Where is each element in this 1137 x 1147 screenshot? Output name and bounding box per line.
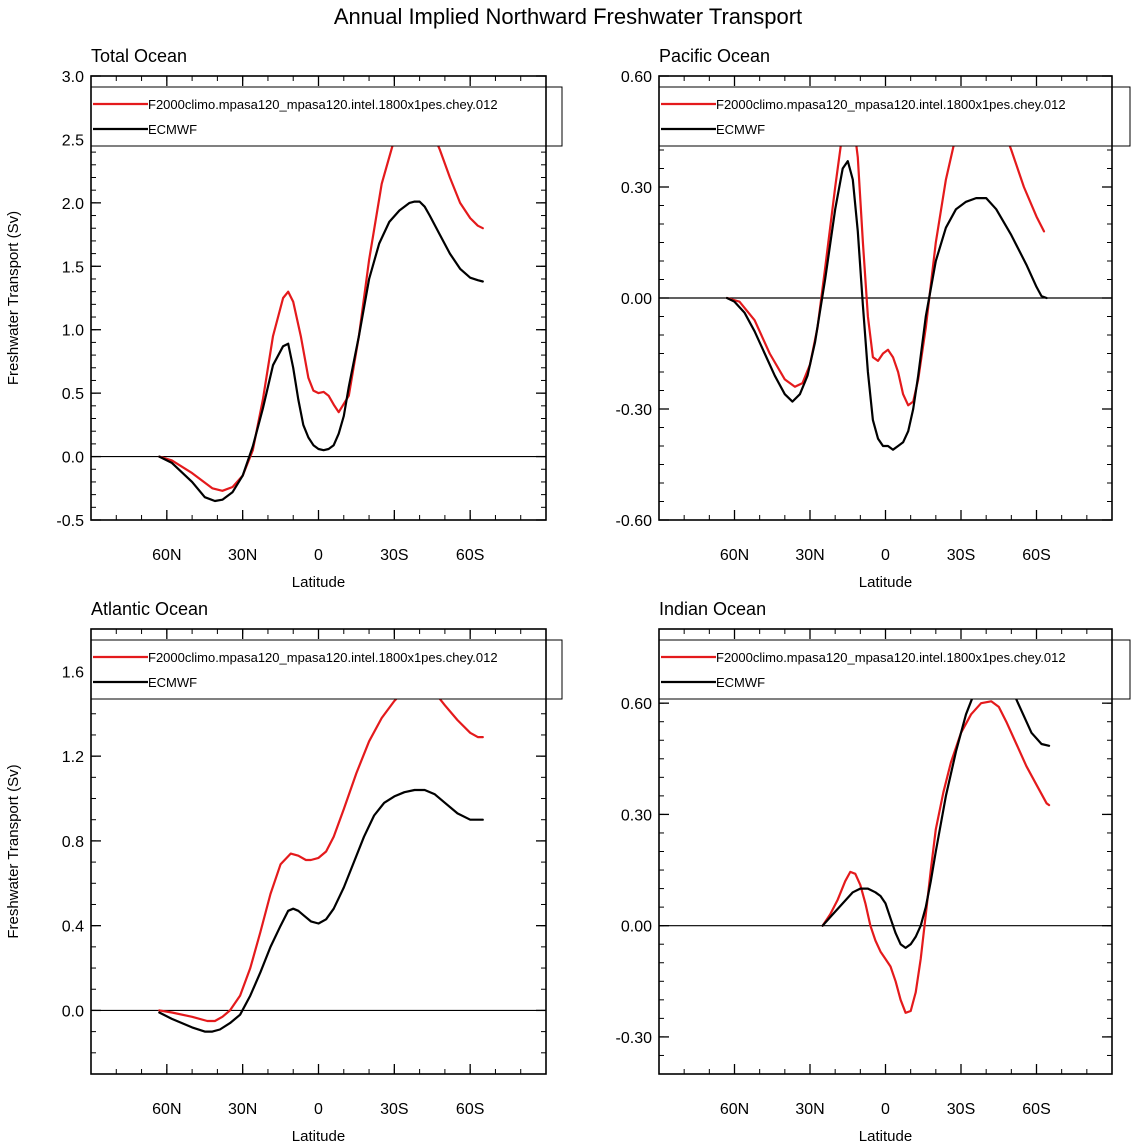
chart-panel-4: Indian Ocean -0.30 0.00 0.30 0.60 60N 30N 0 30S 6… [616,599,1131,1145]
series-line-model [158,680,484,1023]
plot-frame [658,628,1113,1075]
x-axis-label: Latitude [292,574,345,591]
panel-title: Pacific Ocean [659,46,770,66]
x-tick-label: 30N [228,547,257,564]
y-tick-label: 0.30 [621,807,652,824]
x-tick-label: 30N [795,1101,824,1118]
x-tick-label: 60N [720,1101,749,1118]
x-tick-label: 30S [947,547,975,564]
x-tick-label: 0 [881,1101,890,1118]
series-line-model [821,700,1051,1014]
x-tick-label: 0 [314,1101,323,1118]
chart-panel-2: Pacific Ocean -0.60 -0.30 0.00 0.30 0.60 60N 30… [616,46,1131,591]
x-axis-label: Latitude [292,1128,345,1145]
plot-frame [90,75,547,521]
y-tick-label: 0.8 [62,834,84,851]
legend-label: F2000climo.mpasa120_mpasa120.intel.1800x… [716,97,1066,112]
x-tick-label: 30N [795,547,824,564]
series-line-obs [158,788,484,1033]
y-tick-label: -0.5 [56,513,84,530]
panel-title: Indian Ocean [659,599,766,619]
legend-box [90,86,563,147]
x-axis-label: Latitude [859,1128,912,1145]
series-line-obs [158,200,484,503]
x-tick-label: 0 [881,547,890,564]
y-tick-label: 0.60 [621,696,652,713]
figure-title: Annual Implied Northward Freshwater Tran… [334,4,802,29]
x-axis-label: Latitude [859,574,912,591]
legend-label: ECMWF [716,675,765,690]
y-tick-label: 1.6 [62,664,84,681]
y-axis-label: Freshwater Transport (Sv) [5,764,22,938]
y-tick-label: 3.0 [62,69,84,86]
y-axis-label: Freshwater Transport (Sv) [5,211,22,385]
plot-frame [658,75,1113,521]
legend: F2000climo.mpasa120_mpasa120.intel.1800x… [658,639,1131,700]
y-tick-label: 2.0 [62,196,84,213]
x-tick-label: 60N [152,1101,181,1118]
y-tick-label: -0.30 [616,1030,653,1047]
y-tick-label: -0.30 [616,402,653,419]
panels: Total Ocean -0.5 0.0 0.5 1.0 1.5 2.0 2.5 3.0 60N 3… [5,46,1131,1145]
x-tick-label: 60S [456,547,484,564]
legend-box [658,639,1131,700]
legend-label: F2000climo.mpasa120_mpasa120.intel.1800x… [716,650,1066,665]
y-tick-label: 0.00 [621,919,652,936]
panel-title: Atlantic Ocean [91,599,208,619]
legend-label: F2000climo.mpasa120_mpasa120.intel.1800x… [148,650,498,665]
legend-box [90,639,563,700]
series-line-obs [725,160,1048,451]
y-tick-label: 1.0 [62,323,84,340]
x-tick-label: 60S [456,1101,484,1118]
x-tick-label: 30N [228,1101,257,1118]
y-tick-label: 0.0 [62,1003,84,1020]
y-tick-label: 0.4 [62,919,84,936]
y-tick-label: 0.00 [621,291,652,308]
y-tick-label: 0.5 [62,386,84,403]
y-tick-label: 0.30 [621,180,652,197]
x-tick-label: 30S [380,547,408,564]
x-tick-label: 30S [947,1101,975,1118]
x-tick-label: 60N [720,547,749,564]
y-tick-label: 1.2 [62,749,84,766]
plot-frame [90,628,547,1075]
legend-label: ECMWF [148,122,197,137]
legend: F2000climo.mpasa120_mpasa120.intel.1800x… [90,86,563,147]
y-tick-label: -0.60 [616,513,653,530]
x-tick-label: 30S [380,1101,408,1118]
y-tick-label: 1.5 [62,259,84,276]
series-line-model [725,104,1046,407]
legend-label: F2000climo.mpasa120_mpasa120.intel.1800x… [148,97,498,112]
y-tick-label: 0.0 [62,450,84,467]
x-tick-label: 60N [152,547,181,564]
chart-panel-3: Atlantic Ocean 0.0 0.4 0.8 1.2 1.6 60N 30N 0 30S 6… [5,599,563,1145]
series-line-model [158,116,484,492]
legend: F2000climo.mpasa120_mpasa120.intel.1800x… [658,86,1131,147]
y-tick-label: 2.5 [62,132,84,149]
y-tick-label: 0.60 [621,69,652,86]
x-tick-label: 60S [1022,1101,1050,1118]
chart-panel-1: Total Ocean -0.5 0.0 0.5 1.0 1.5 2.0 2.5 3.0 60N 3… [5,46,563,591]
x-tick-label: 0 [314,547,323,564]
legend: F2000climo.mpasa120_mpasa120.intel.1800x… [90,639,563,700]
panel-title: Total Ocean [91,46,187,66]
legend-box [658,86,1131,147]
series-line-obs [821,665,1051,949]
legend-label: ECMWF [716,122,765,137]
legend-label: ECMWF [148,675,197,690]
x-tick-label: 60S [1022,547,1050,564]
